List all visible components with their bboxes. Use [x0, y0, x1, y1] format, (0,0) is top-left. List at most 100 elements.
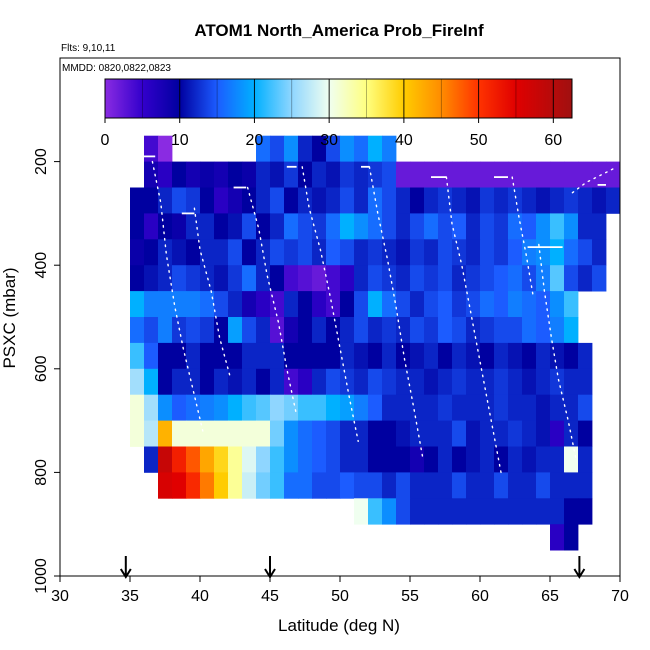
heatmap-cell [522, 342, 537, 370]
heatmap-cell [284, 342, 299, 370]
heatmap-cell [312, 135, 327, 162]
heatmap-cell [172, 394, 187, 421]
heatmap-cell [522, 291, 537, 318]
heatmap-cell [466, 472, 481, 499]
heatmap-cell [200, 446, 215, 473]
heatmap-cell [578, 239, 593, 266]
heatmap-cell [452, 420, 467, 447]
heatmap-cell [382, 213, 397, 240]
heatmap-cell [284, 187, 299, 214]
heatmap-cell [550, 161, 565, 188]
heatmap-cell [466, 394, 481, 421]
heatmap-cell [186, 446, 201, 473]
heatmap-cell [592, 187, 607, 214]
heatmap-cell [312, 213, 327, 240]
heatmap-cell [396, 342, 411, 370]
heatmap-cell [550, 213, 565, 240]
heatmap-cell [256, 187, 271, 214]
heatmap-cell [214, 317, 229, 344]
heatmap-cell [550, 394, 565, 421]
heatmap-cell [494, 394, 509, 421]
heatmap-cell [396, 446, 411, 473]
heatmap-cell [410, 342, 425, 370]
heatmap-cell [578, 420, 593, 447]
heatmap-cell [298, 317, 313, 344]
heatmap-cell [130, 368, 145, 396]
heatmap-cell [438, 472, 453, 499]
heatmap-cell [326, 161, 341, 188]
heatmap-cell [228, 291, 243, 318]
heatmap-cell [424, 265, 439, 292]
heatmap-cell [242, 291, 257, 318]
y-tick-label: 600 [33, 355, 50, 382]
heatmap-cell [130, 213, 145, 240]
heatmap-cell [550, 239, 565, 266]
heatmap-cell [270, 187, 285, 214]
heatmap-cell [144, 446, 159, 473]
heatmap-cell [340, 187, 355, 214]
heatmap-cell [130, 187, 145, 214]
heatmap-cell [312, 317, 327, 344]
heatmap-cell [214, 472, 229, 499]
heatmap-cell [144, 265, 159, 292]
heatmap-cell [326, 291, 341, 318]
x-tick-label: 60 [471, 588, 489, 605]
flights-annotation: Flts: 9,10,11 [61, 43, 116, 54]
heatmap-cell [438, 498, 453, 525]
heatmap-cell [158, 135, 173, 162]
heatmap-cell [536, 342, 551, 370]
heatmap-cell [396, 394, 411, 421]
heatmap-cell [438, 420, 453, 447]
heatmap-cell [564, 472, 579, 499]
heatmap-cell [144, 213, 159, 240]
heatmap-cell [536, 472, 551, 499]
heatmap-cell [606, 161, 621, 188]
flight-track [445, 176, 502, 474]
heatmap-cell [340, 265, 355, 292]
heatmap-cell [228, 446, 243, 473]
y-tick-label: 800 [33, 459, 50, 486]
heatmap-cell [522, 446, 537, 473]
heatmap-cell [312, 472, 327, 499]
heatmap-cell [270, 239, 285, 266]
heatmap-cell [368, 213, 383, 240]
heatmap-cell [494, 265, 509, 292]
heatmap-cell [186, 239, 201, 266]
heatmap-cell [158, 394, 173, 421]
heatmap-cell [466, 239, 481, 266]
heatmap-cell [200, 317, 215, 344]
heatmap-cell [382, 368, 397, 396]
heatmap-cell [200, 472, 215, 499]
heatmap-cell [438, 291, 453, 318]
heatmap-cell [326, 187, 341, 214]
heatmap-cell [256, 368, 271, 396]
heatmap-cell [200, 394, 215, 421]
heatmap-cell [466, 317, 481, 344]
x-tick-label: 40 [191, 588, 209, 605]
heatmap-cell [144, 135, 159, 162]
heatmap-cell [410, 187, 425, 214]
heatmap-cell [438, 265, 453, 292]
heatmap-cell [284, 213, 299, 240]
heatmap-cell [438, 187, 453, 214]
heatmap-cell [424, 342, 439, 370]
heatmap-cell [298, 213, 313, 240]
heatmap-cell [592, 239, 607, 266]
heatmap-cell [368, 472, 383, 499]
heatmap-cell [284, 291, 299, 318]
heatmap-cell [158, 213, 173, 240]
heatmap-cell [396, 368, 411, 396]
heatmap-cell [466, 498, 481, 525]
heatmap-cell [186, 291, 201, 318]
heatmap-cell [508, 394, 523, 421]
heatmap-cell [494, 498, 509, 525]
heatmap-cell [410, 368, 425, 396]
heatmap-cell [382, 446, 397, 473]
heatmap-cell [494, 420, 509, 447]
heatmap-cell [340, 291, 355, 318]
heatmap-cell [298, 394, 313, 421]
heatmap-cell [564, 524, 579, 551]
heatmap-cell [508, 342, 523, 370]
heatmap-cell [438, 317, 453, 344]
heatmap-cell [452, 472, 467, 499]
